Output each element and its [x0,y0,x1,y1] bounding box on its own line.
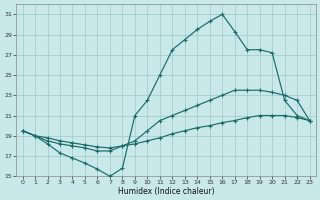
X-axis label: Humidex (Indice chaleur): Humidex (Indice chaleur) [118,187,214,196]
